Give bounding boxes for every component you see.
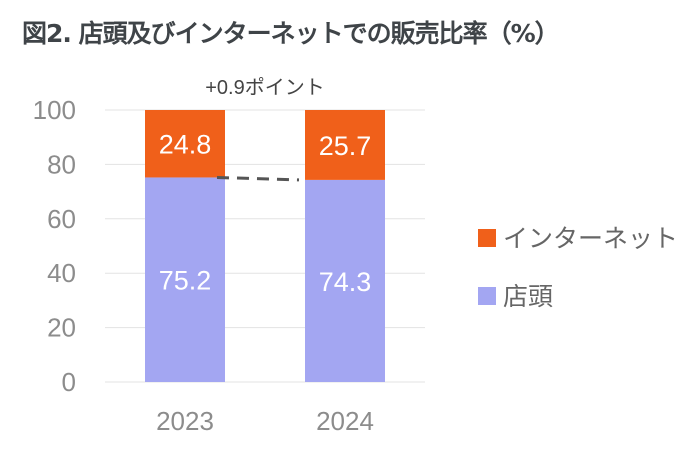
y-tick-label: 0 [62,367,76,397]
legend-label: 店頭 [503,282,553,311]
y-tick-label: 60 [47,204,76,234]
x-tick-label: 2024 [316,406,374,436]
legend-swatch [478,287,496,305]
change-annotation: +0.9ポイント [205,76,324,99]
bar-store-2023 [145,177,225,382]
trend-dashed-line [216,175,300,182]
x-tick-label: 2023 [156,406,214,436]
legend-swatch [478,229,496,247]
legend-label: インターネット [503,224,678,253]
bar-internet-2023 [145,110,225,178]
bar-store-2024 [305,179,385,382]
data-label: 24.8 [159,130,212,160]
y-tick-label: 100 [33,95,76,125]
chart-title: 図2. 店頭及びインターネットでの販売比率（%） [22,19,560,48]
data-label: 75.2 [159,266,212,296]
y-tick-label: 40 [47,258,76,288]
data-label: 74.3 [319,267,372,297]
y-tick-label: 80 [47,149,76,179]
data-label: 25.7 [319,131,372,161]
bar-internet-2024 [305,110,385,180]
y-tick-label: 20 [47,313,76,343]
